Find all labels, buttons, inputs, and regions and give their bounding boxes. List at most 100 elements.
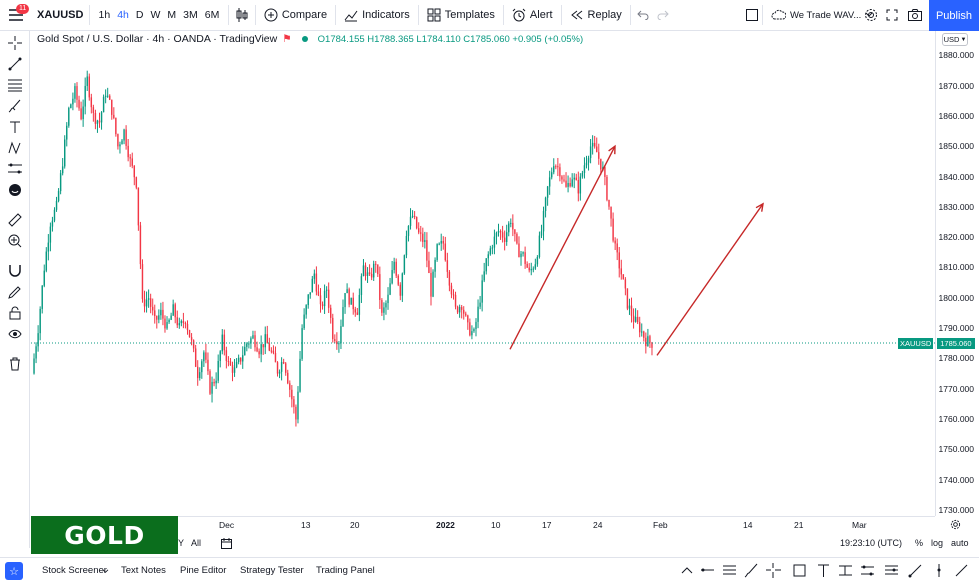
crosshair-icon[interactable] [766, 563, 781, 578]
utc-clock[interactable]: 19:23:10 (UTC) [840, 538, 903, 548]
candle-body [45, 251, 48, 271]
timeframe-1h[interactable]: 1h [98, 9, 111, 21]
price-range-icon[interactable] [838, 563, 853, 578]
candle-body [305, 305, 307, 315]
hide-drawings-tool[interactable] [6, 325, 24, 343]
candle-body [295, 406, 297, 420]
candle-body [612, 218, 614, 241]
magnet-tool[interactable] [6, 262, 24, 280]
candle-body [645, 337, 647, 347]
chart-settings-icon[interactable] [950, 519, 961, 530]
main-menu-button[interactable]: 11 [0, 0, 31, 31]
candle-body [622, 274, 625, 280]
candle-body [315, 273, 318, 292]
time-axis[interactable]: Dec 13 20 2022 10 17 24 Feb 14 21 Mar [31, 516, 935, 532]
candle-body [104, 95, 107, 97]
trendline-icon[interactable] [908, 563, 923, 578]
trendline-tool[interactable] [6, 55, 24, 73]
redo-button[interactable] [653, 0, 673, 31]
timeframe-4h[interactable]: 4h [117, 9, 129, 21]
measure-tool[interactable] [6, 211, 24, 229]
timeframe-m[interactable]: M [167, 9, 177, 21]
candle-body [178, 323, 181, 326]
eye-icon [8, 329, 22, 339]
levels-icon[interactable] [884, 563, 899, 578]
watchlist-star-button[interactable]: ☆ [5, 562, 23, 580]
timeframe-d[interactable]: D [135, 9, 144, 21]
candle-body [86, 76, 88, 86]
candle-body [505, 232, 508, 242]
fullscreen-toggle[interactable] [740, 0, 764, 31]
replay-button[interactable]: Replay [564, 0, 628, 31]
undo-button[interactable] [633, 0, 653, 31]
fib-lines-icon[interactable] [722, 563, 737, 578]
range-1y[interactable]: Y [178, 538, 185, 548]
fib-tool[interactable] [6, 76, 24, 94]
timeframe-w[interactable]: W [150, 9, 161, 21]
currency-selector[interactable]: USD ▼ [942, 33, 968, 46]
auto-toggle[interactable]: auto [951, 538, 969, 548]
tab-text-notes[interactable]: Text Notes [121, 565, 166, 576]
time-tick: 13 [301, 520, 311, 530]
candle-body [463, 309, 465, 314]
range-all[interactable]: All [191, 538, 202, 548]
timeframe-3m[interactable]: 3M [183, 9, 198, 21]
candle-body [377, 264, 379, 275]
price-tick: 1790.000 [938, 323, 974, 334]
candle-body [340, 326, 342, 344]
templates-label: Templates [444, 9, 495, 21]
log-toggle[interactable]: log [931, 538, 944, 548]
indicators-button[interactable]: Indicators [338, 0, 416, 31]
expand-button[interactable] [880, 0, 904, 31]
candle-body [548, 177, 551, 187]
rectangle-icon[interactable] [792, 563, 807, 578]
chart-type-button[interactable] [231, 0, 253, 31]
zoom-tool[interactable] [6, 232, 24, 250]
candle-body [272, 350, 275, 353]
horizontal-line-icon[interactable] [700, 563, 715, 578]
publish-button[interactable]: Publish [929, 0, 979, 31]
snapshot-button[interactable] [902, 0, 928, 31]
flag-icon[interactable]: ⚑ [282, 33, 292, 45]
forecast-tool[interactable] [6, 160, 24, 178]
candle-body [630, 305, 633, 316]
templates-button[interactable]: Templates [421, 0, 501, 31]
icons-tool[interactable] [6, 181, 24, 199]
text-icon[interactable] [816, 563, 831, 578]
brush-icon[interactable] [744, 563, 759, 578]
pattern-tool[interactable] [6, 139, 24, 157]
candle-body [407, 225, 410, 236]
tab-stock-screener[interactable]: Stock Screener [42, 565, 107, 576]
drawing-toolbar [0, 31, 30, 548]
lock-drawings-tool[interactable] [6, 304, 24, 322]
text-tool[interactable] [6, 118, 24, 136]
symbol-search-button[interactable]: XAUUSD [37, 9, 84, 21]
remove-drawings-tool[interactable] [6, 355, 24, 373]
tab-strategy-tester[interactable]: Strategy Tester [240, 565, 304, 576]
settings-button[interactable] [858, 0, 884, 31]
forecast-icon[interactable] [860, 563, 875, 578]
price-axis[interactable]: 1880.000 1870.000 1860.000 1850.000 1840.000… [898, 31, 979, 516]
tab-trading-panel[interactable]: Trading Panel [316, 565, 375, 576]
timeframe-6m[interactable]: 6M [204, 9, 220, 21]
candle-body [92, 107, 95, 113]
ray-icon[interactable] [954, 563, 969, 578]
compare-button[interactable]: Compare [258, 0, 333, 31]
candle-body [420, 232, 422, 234]
stay-in-drawing-tool[interactable] [6, 283, 24, 301]
cloud-icon [771, 9, 786, 20]
price-chart[interactable] [31, 31, 935, 516]
percent-toggle[interactable]: % [915, 538, 924, 548]
vertical-line-icon[interactable] [932, 563, 947, 578]
candle-body [610, 206, 612, 219]
calendar-range-icon[interactable] [221, 538, 232, 549]
candle-body [508, 223, 510, 233]
layout-name-button[interactable]: We Trade WAV... [764, 0, 879, 31]
brush-tool[interactable] [6, 97, 24, 115]
alert-button[interactable]: Alert [506, 0, 559, 31]
candle-body [64, 139, 66, 167]
collapse-icon[interactable] [680, 563, 695, 578]
tab-pine-editor[interactable]: Pine Editor [180, 565, 227, 576]
camera-icon [908, 9, 922, 21]
crosshair-tool[interactable] [6, 34, 24, 52]
